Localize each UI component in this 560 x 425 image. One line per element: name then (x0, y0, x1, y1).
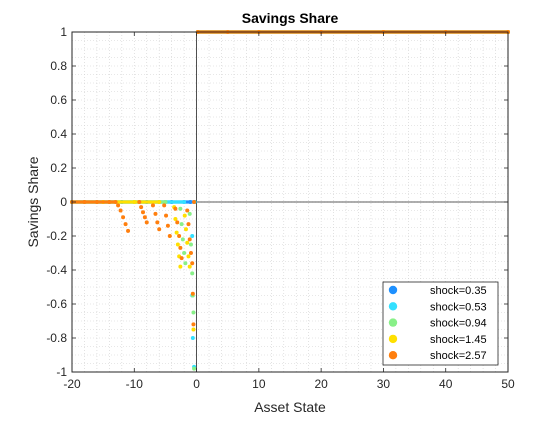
y-tick-label: -0.4 (46, 263, 67, 277)
data-point (82, 200, 87, 204)
data-point (157, 200, 162, 204)
data-point (94, 200, 99, 204)
data-point (179, 256, 184, 261)
data-point (182, 251, 187, 255)
data-point (153, 211, 158, 216)
data-point (164, 213, 169, 218)
y-tick-label: 0.6 (50, 93, 67, 107)
legend: shock=0.35 shock=0.53 shock=0.94 shock=1.45… (382, 281, 499, 366)
x-tick-label: -10 (126, 377, 144, 391)
data-point (137, 200, 142, 204)
data-point (178, 206, 183, 211)
data-point (157, 227, 162, 232)
legend-marker-shock=0.35 (388, 285, 398, 295)
axis-ticks: -20 -10 0 10 20 30 40 50 1 0.8 0.6 0.4 0.2 0 -0.2 -0.4 -… (46, 25, 515, 391)
data-point (139, 205, 144, 210)
data-point (190, 336, 195, 340)
legend-marker-shock=1.45 (388, 334, 398, 344)
chart-title: Savings Share (242, 10, 339, 26)
data-point (191, 310, 196, 315)
data-point (163, 200, 168, 204)
legend-marker-shock=2.57 (388, 351, 398, 360)
data-point (187, 264, 192, 269)
data-point (192, 366, 197, 371)
x-tick-label: 50 (501, 377, 515, 391)
data-point (167, 234, 172, 238)
data-point (186, 254, 191, 259)
y-tick-label: -0.2 (46, 229, 67, 243)
data-point (190, 271, 195, 276)
data-point (126, 228, 131, 233)
data-point (182, 200, 187, 204)
data-point (183, 261, 188, 266)
data-point (173, 206, 178, 211)
data-point (123, 222, 128, 227)
x-tick-label: 40 (439, 377, 453, 391)
data-point (179, 222, 184, 227)
data-point (190, 234, 195, 238)
y-axis-label: Savings Share (25, 156, 41, 247)
data-point (175, 242, 180, 247)
data-point (185, 208, 190, 213)
y-tick-label: 0.4 (50, 127, 67, 141)
x-tick-label: 30 (377, 377, 391, 391)
data-point (107, 200, 112, 204)
y-tick-label: -0.8 (46, 331, 67, 345)
data-point (182, 213, 187, 218)
y-tick-label: 0 (60, 195, 67, 209)
data-point (142, 215, 147, 220)
y-tick-label: 0.8 (50, 59, 67, 73)
data-point (162, 203, 167, 208)
data-point (191, 322, 196, 327)
data-point (187, 211, 192, 216)
data-point (188, 251, 193, 255)
data-point (186, 222, 191, 227)
data-point (183, 227, 188, 232)
data-point (174, 230, 179, 235)
data-point (190, 261, 195, 266)
data-point (173, 217, 178, 221)
data-point (191, 327, 196, 332)
data-point (192, 200, 197, 204)
x-tick-label: 10 (252, 377, 266, 391)
data-point (180, 237, 185, 242)
data-point (121, 215, 126, 220)
data-point (132, 200, 137, 204)
legend-marker-shock=0.53 (388, 302, 398, 311)
data-point (113, 200, 118, 204)
legend-label: shock=0.53 (430, 301, 487, 313)
y-tick-label: -1 (56, 365, 67, 379)
data-point (118, 208, 123, 213)
data-point (185, 240, 190, 245)
legend-label: shock=1.45 (430, 334, 487, 346)
data-point (178, 245, 183, 250)
data-point (150, 203, 155, 208)
legend-label: shock=0.94 (430, 318, 487, 330)
y-tick-label: 0.2 (50, 161, 67, 175)
data-point (178, 264, 183, 269)
data-point (177, 234, 182, 238)
data-point (187, 237, 192, 242)
data-point (116, 203, 121, 208)
data-point (188, 200, 193, 204)
data-point (144, 220, 149, 225)
legend-label: shock=2.57 (430, 350, 487, 362)
x-tick-label: -20 (63, 377, 81, 391)
x-tick-label: 0 (193, 377, 200, 391)
x-axis-label: Asset State (254, 399, 326, 415)
data-point (155, 220, 160, 225)
data-point (190, 291, 195, 296)
data-point (175, 220, 180, 225)
legend-label: shock=0.35 (430, 285, 487, 297)
data-point (141, 210, 146, 215)
legend-marker-shock=0.94 (388, 318, 398, 327)
data-point (188, 242, 193, 247)
y-tick-label: 1 (60, 25, 67, 39)
x-tick-label: 20 (314, 377, 328, 391)
data-point (165, 223, 170, 228)
legend-box (382, 281, 499, 366)
y-tick-label: -0.6 (46, 297, 67, 311)
